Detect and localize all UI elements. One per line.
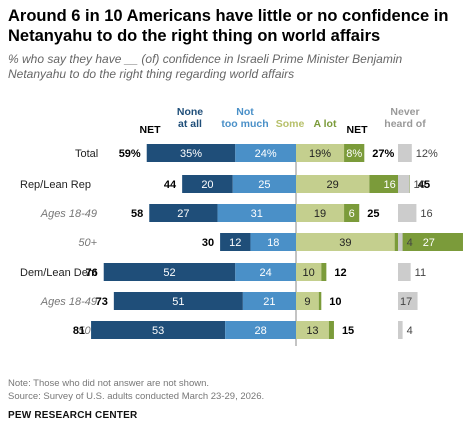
pew-logo-text: PEW RESEARCH CENTER	[8, 410, 138, 421]
header-none-at-all: None at all	[177, 106, 203, 130]
label-never-heard: 10	[414, 179, 426, 191]
label-none-at-all: 27	[177, 208, 189, 220]
bar-not-too-much	[217, 204, 296, 222]
label-net-positive: 15	[342, 325, 354, 337]
row-label: Ages 18-49	[40, 208, 97, 220]
label-never-heard: 4	[407, 325, 413, 337]
label-net-positive: 45	[418, 179, 430, 191]
bar-none-at-all	[220, 233, 251, 251]
header-not-too-much: Not too much	[221, 106, 268, 130]
chart-note: Note: Those who did not answer are not s…	[8, 378, 210, 389]
row-label: 50+	[78, 237, 97, 249]
label-net-negative: 44	[164, 179, 177, 191]
label-none-at-all: 52	[163, 267, 175, 279]
label-net-positive: 12	[334, 267, 346, 279]
bar-not-too-much	[242, 292, 296, 310]
bar-some	[296, 144, 345, 162]
label-net-negative: 30	[202, 237, 214, 249]
label-not-too-much: 18	[267, 237, 279, 249]
bar-none-at-all	[146, 144, 236, 162]
bar-not-too-much	[225, 321, 296, 339]
label-not-too-much: 21	[263, 296, 275, 308]
label-not-too-much: 24	[260, 267, 272, 279]
bar-some	[296, 292, 319, 310]
label-net-negative: 81	[73, 325, 85, 337]
label-some: 10	[303, 267, 315, 279]
bar-some	[296, 175, 370, 193]
bar-not-too-much	[250, 233, 296, 251]
label-some: 39	[339, 237, 351, 249]
bar-a-lot	[318, 292, 322, 310]
label-net-positive: 25	[367, 208, 379, 220]
label-net-negative: 76	[85, 267, 97, 279]
bar-never-heard	[398, 175, 410, 193]
label-some: 9	[304, 296, 310, 308]
row-label: Ages 18-49	[40, 296, 97, 308]
label-net-negative: 59%	[119, 148, 141, 160]
label-not-too-much: 24%	[255, 148, 277, 160]
bar-some	[296, 204, 345, 222]
label-not-too-much: 31	[251, 208, 263, 220]
label-some: 19%	[309, 148, 331, 160]
bar-never-heard	[398, 263, 411, 281]
stacked-bar-chart: None at all Not too much Some A lot NET NET Neve…	[20, 106, 463, 346]
label-a-lot: 6	[349, 208, 355, 220]
label-net-negative: 58	[131, 208, 143, 220]
chart-source: Source: Survey of U.S. adults conducted …	[8, 391, 265, 402]
bar-not-too-much	[235, 263, 296, 281]
label-some: 19	[314, 208, 326, 220]
bar-not-too-much	[235, 144, 296, 162]
label-some: 29	[327, 179, 339, 191]
label-never-heard: 12%	[416, 148, 438, 160]
label-none-at-all: 53	[152, 325, 164, 337]
label-never-heard: 16	[420, 208, 432, 220]
label-a-lot: 27	[423, 237, 435, 249]
label-net-positive: 27%	[372, 148, 394, 160]
bar-not-too-much	[232, 175, 296, 193]
header-some: Some	[276, 118, 305, 130]
bar-none-at-all	[149, 204, 218, 222]
chart-title: Around 6 in 10 Americans have little or …	[8, 7, 449, 45]
label-none-at-all: 12	[229, 237, 241, 249]
label-not-too-much: 25	[258, 179, 270, 191]
label-never-heard: 11	[415, 267, 426, 279]
label-net-negative: 73	[96, 296, 108, 308]
bar-none-at-all	[113, 292, 243, 310]
label-never-heard: 17	[400, 296, 412, 308]
label-net-positive: 10	[329, 296, 341, 308]
label-none-at-all: 35%	[180, 148, 202, 160]
bar-a-lot	[344, 144, 365, 162]
bar-some	[296, 321, 329, 339]
bar-a-lot	[394, 233, 463, 251]
header-net-left: NET	[140, 124, 162, 136]
header-never-heard: Never heard of	[384, 106, 426, 130]
bar-a-lot	[321, 263, 327, 281]
bar-none-at-all	[103, 263, 236, 281]
bar-never-heard	[398, 144, 412, 162]
chart-subtitle: % who say they have __ (of) confidence i…	[8, 52, 403, 81]
bar-none-at-all	[91, 321, 226, 339]
row-label: Rep/Lean Rep	[20, 179, 91, 191]
row-label: Dem/Lean Dem	[20, 267, 97, 279]
bar-some	[296, 263, 322, 281]
bar-a-lot	[344, 204, 360, 222]
bar-none-at-all	[182, 175, 233, 193]
label-not-too-much: 28	[254, 325, 266, 337]
label-some: 13	[306, 325, 318, 337]
label-never-heard: 4	[407, 237, 413, 249]
bar-never-heard	[398, 204, 417, 222]
bar-some	[296, 233, 395, 251]
bar-a-lot	[328, 321, 334, 339]
bar-never-heard	[398, 233, 403, 251]
bar-never-heard	[398, 292, 418, 310]
header-net-right: NET	[347, 124, 369, 136]
row-label: Total	[75, 148, 98, 160]
label-none-at-all: 20	[201, 179, 213, 191]
header-a-lot: A lot	[314, 118, 337, 130]
label-a-lot: 16	[383, 179, 395, 191]
bar-never-heard	[398, 321, 403, 339]
label-none-at-all: 51	[172, 296, 184, 308]
label-a-lot: 8%	[346, 148, 362, 160]
